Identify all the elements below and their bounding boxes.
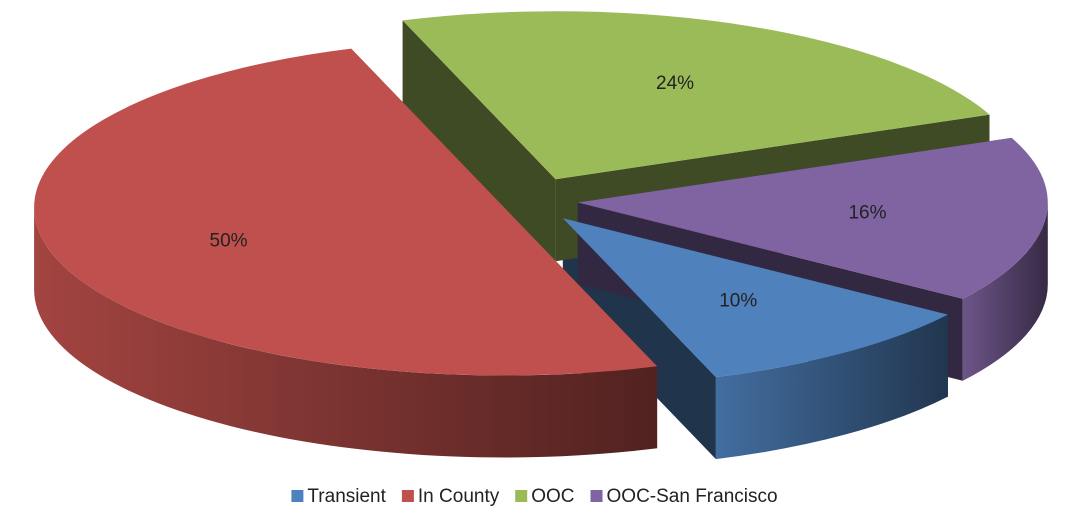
data-label: 16% bbox=[848, 203, 886, 224]
legend-swatch bbox=[590, 490, 603, 502]
slice-cut-face bbox=[402, 20, 556, 262]
slice-wall bbox=[34, 207, 658, 458]
slice-top bbox=[402, 11, 990, 180]
legend-label: OOC bbox=[531, 486, 574, 507]
legend-swatch bbox=[291, 490, 304, 502]
slice-top bbox=[562, 218, 948, 378]
data-label: 10% bbox=[719, 290, 757, 311]
legend-label: In County bbox=[418, 486, 500, 507]
pie-walls bbox=[34, 202, 1048, 460]
data-label: 50% bbox=[210, 230, 248, 251]
slice-wall bbox=[962, 202, 1048, 381]
legend-label: OOC-San Francisco bbox=[607, 486, 778, 507]
data-labels: 10% 50% 24% 16% bbox=[210, 73, 887, 311]
slice-wall bbox=[715, 314, 948, 460]
pie-tops bbox=[34, 11, 1048, 378]
data-label: 24% bbox=[656, 73, 694, 94]
legend: Transient In County OOC OOC-San Francisco bbox=[291, 486, 778, 507]
legend-swatch bbox=[401, 490, 414, 502]
slice-top bbox=[577, 137, 1048, 299]
legend-swatch bbox=[515, 490, 528, 502]
slice-top bbox=[34, 48, 658, 376]
legend-label: Transient bbox=[307, 486, 386, 507]
